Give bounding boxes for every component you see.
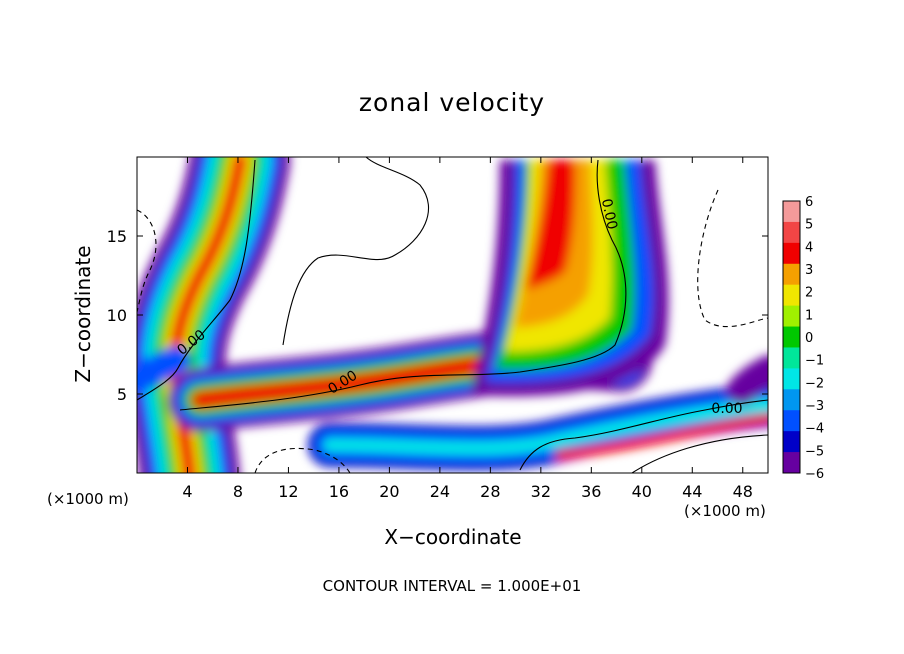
colorbar-swatch bbox=[783, 452, 800, 474]
colorbar-swatch bbox=[783, 221, 800, 244]
contour-neg-bottom bbox=[254, 447, 351, 473]
colorbar-label: 1 bbox=[805, 308, 813, 323]
upper-left-edge bbox=[137, 346, 190, 394]
colorbar-swatch bbox=[783, 368, 800, 390]
y-tick-label: 15 bbox=[107, 227, 127, 246]
x-tick-label: 28 bbox=[480, 482, 500, 501]
x-tick-label: 48 bbox=[733, 482, 753, 501]
y-tick-label: 10 bbox=[107, 306, 127, 325]
x-tick-label: 36 bbox=[581, 482, 601, 501]
contour-neg-left bbox=[137, 209, 157, 313]
colorbar-label: 2 bbox=[805, 286, 813, 301]
x-tick-label: 32 bbox=[531, 482, 551, 501]
right-plume-red bbox=[525, 160, 576, 290]
colorbar-swatch bbox=[783, 410, 800, 432]
colorbar-label: 0 bbox=[805, 331, 813, 346]
contour-neg-right bbox=[697, 189, 768, 328]
x-tick-label: 16 bbox=[329, 482, 349, 501]
colorbar-swatch bbox=[783, 305, 800, 328]
colorbar-swatch bbox=[783, 242, 800, 265]
colorbar-label: −6 bbox=[805, 467, 824, 482]
colorbar-label: −1 bbox=[805, 354, 824, 369]
y-axis-label: Z−coordinate bbox=[71, 245, 95, 383]
contour-lines bbox=[137, 157, 768, 473]
x-tick-label: 8 bbox=[233, 482, 243, 501]
chart-title: zonal velocity bbox=[358, 88, 546, 117]
colorbar-label: −3 bbox=[805, 399, 824, 414]
x-tick-label: 12 bbox=[278, 482, 298, 501]
colorbar-frame bbox=[782, 200, 801, 474]
colorbar-label: 4 bbox=[805, 240, 813, 255]
x-tick-label: 40 bbox=[632, 482, 652, 501]
x-tick-label: 4 bbox=[182, 482, 192, 501]
colorbar-label: 3 bbox=[805, 263, 813, 278]
y-tick-label: 5 bbox=[117, 385, 127, 404]
colorbar-swatch bbox=[783, 431, 800, 453]
x-axis-label: X−coordinate bbox=[384, 525, 522, 549]
colorbar-swatch bbox=[783, 347, 800, 369]
floor-band-red bbox=[555, 413, 768, 460]
y-axis: 5 10 15 bbox=[107, 227, 768, 404]
left-jet-red bbox=[168, 157, 247, 473]
colorbar-swatch bbox=[783, 326, 800, 348]
contour-zero-mid bbox=[282, 157, 430, 346]
colorbar-label: −2 bbox=[805, 376, 824, 391]
x-tick-label: 20 bbox=[379, 482, 399, 501]
colorbar-swatch bbox=[783, 284, 800, 307]
right-wall-violet bbox=[727, 355, 768, 405]
x-tick-label: 24 bbox=[430, 482, 450, 501]
x-unit-label-left: (×1000 m) bbox=[47, 490, 129, 508]
contour-label: 0.00 bbox=[598, 197, 620, 231]
colorbar-swatch bbox=[783, 263, 800, 286]
contour-zero-left bbox=[137, 159, 256, 401]
x-unit-label-right: (×1000 m) bbox=[684, 502, 766, 520]
contour-zero-low bbox=[179, 159, 627, 411]
contour-label: 0.00 bbox=[711, 401, 742, 417]
x-axis: 4 8 12 16 20 24 28 32 36 40 44 48 bbox=[182, 157, 753, 501]
contour-floor-right bbox=[631, 434, 768, 473]
x-tick-label: 44 bbox=[682, 482, 702, 501]
contour-interval-note: CONTOUR INTERVAL = 1.000E+01 bbox=[322, 577, 582, 595]
contour-zero-floor bbox=[519, 399, 768, 471]
colorbar-label: −5 bbox=[805, 444, 824, 459]
colorbar-swatch bbox=[783, 389, 800, 411]
colorbar-label: −4 bbox=[805, 422, 824, 437]
colorbar-swatch bbox=[783, 201, 800, 223]
colorbar: 6 5 4 3 2 1 0 −1 −2 −3 −4 −5 −6 bbox=[782, 195, 824, 482]
colorbar-label: 6 bbox=[805, 195, 813, 210]
colorbar-label: 5 bbox=[805, 218, 813, 233]
